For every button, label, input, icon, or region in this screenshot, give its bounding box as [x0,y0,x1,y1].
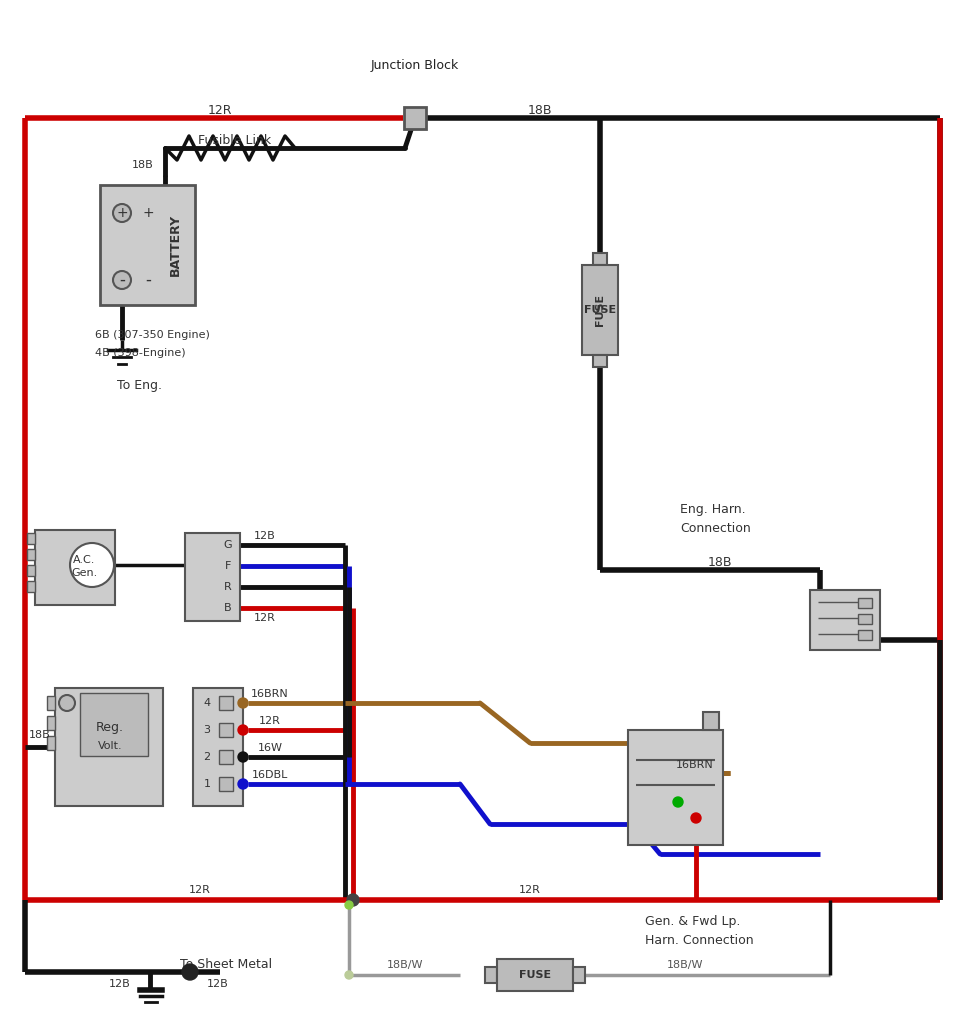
Text: Volt.: Volt. [97,741,123,751]
Text: FUSE: FUSE [584,305,616,315]
Text: Reg.: Reg. [96,721,124,735]
Text: 18B/W: 18B/W [387,960,424,970]
Text: 4: 4 [204,698,210,708]
Circle shape [113,271,131,290]
Text: 12R: 12R [207,103,233,117]
Bar [27,549,35,560]
Bar [219,723,233,737]
Circle shape [70,543,114,587]
Circle shape [238,752,248,762]
Bar [100,185,195,305]
Bar [219,696,233,710]
Text: FUSE: FUSE [595,294,605,326]
Bar [185,533,240,621]
Bar [35,530,115,605]
Bar [47,696,55,710]
Bar [27,581,35,592]
Circle shape [691,813,701,822]
Bar [485,967,497,983]
Circle shape [347,894,359,906]
Bar [219,750,233,764]
Text: 12B: 12B [109,979,131,989]
Text: 3: 3 [204,725,210,735]
Text: 18B: 18B [707,555,732,569]
Bar [573,967,585,983]
Text: 6B (307-350 Engine): 6B (307-350 Engine) [95,330,209,340]
Text: 12R: 12R [519,885,541,895]
Bar [27,533,35,544]
Text: G: G [224,540,233,550]
Text: 16W: 16W [258,743,283,753]
Bar [193,688,243,806]
Bar [858,598,872,608]
Circle shape [238,725,248,735]
Text: 12R: 12R [259,716,281,726]
Text: Harn. Connection: Harn. Connection [645,934,754,946]
Text: 18B: 18B [528,103,552,117]
Text: 16BRN: 16BRN [251,690,289,699]
Text: 16DBL: 16DBL [252,770,289,780]
Circle shape [113,204,131,222]
Text: 1: 1 [204,779,210,789]
Bar [593,355,607,367]
Bar [858,614,872,624]
Text: 18B/W: 18B/W [667,960,703,970]
Bar [593,253,607,265]
Text: Connection: Connection [680,522,751,534]
Text: 12R: 12R [189,885,211,895]
Text: 18B: 18B [132,160,153,170]
Bar [55,688,163,806]
Text: B: B [224,603,232,613]
Circle shape [59,695,75,711]
Text: FUSE: FUSE [519,970,551,980]
Bar [497,959,573,991]
Text: Gen.: Gen. [70,568,97,578]
Bar [404,107,426,129]
Text: To Eng.: To Eng. [117,379,162,392]
Bar [858,630,872,640]
Text: Junction Block: Junction Block [371,58,459,72]
Circle shape [238,698,248,708]
Text: 18B: 18B [29,730,51,740]
Text: R: R [224,582,232,592]
Text: 12R: 12R [254,613,276,623]
Text: 4B (398-Engine): 4B (398-Engine) [95,348,185,358]
Text: Gen. & Fwd Lp.: Gen. & Fwd Lp. [645,916,740,929]
Text: 12B: 12B [254,531,276,541]
Text: +: + [142,206,153,220]
Bar [810,590,880,650]
Circle shape [673,797,683,807]
Text: F: F [225,561,232,571]
Text: 12B: 12B [207,979,229,989]
Text: 16BRN: 16BRN [676,760,714,770]
Text: Eng. Harn.: Eng. Harn. [680,503,746,517]
Text: -: - [119,271,124,290]
Bar [80,693,148,756]
Bar [219,777,233,791]
Bar [27,565,35,576]
Text: Fusible Link: Fusible Link [199,133,271,146]
Text: 2: 2 [204,752,210,762]
Text: +: + [116,206,127,220]
Bar [628,730,723,845]
Text: BATTERY: BATTERY [169,214,181,276]
Bar [47,736,55,750]
Circle shape [345,901,353,909]
Circle shape [182,964,198,980]
Circle shape [238,779,248,789]
Bar [703,712,719,730]
Bar [47,716,55,730]
Text: To Sheet Metal: To Sheet Metal [180,958,272,971]
Text: A.C.: A.C. [72,555,96,565]
Bar [582,265,618,355]
Text: -: - [145,271,151,290]
Circle shape [345,971,353,979]
